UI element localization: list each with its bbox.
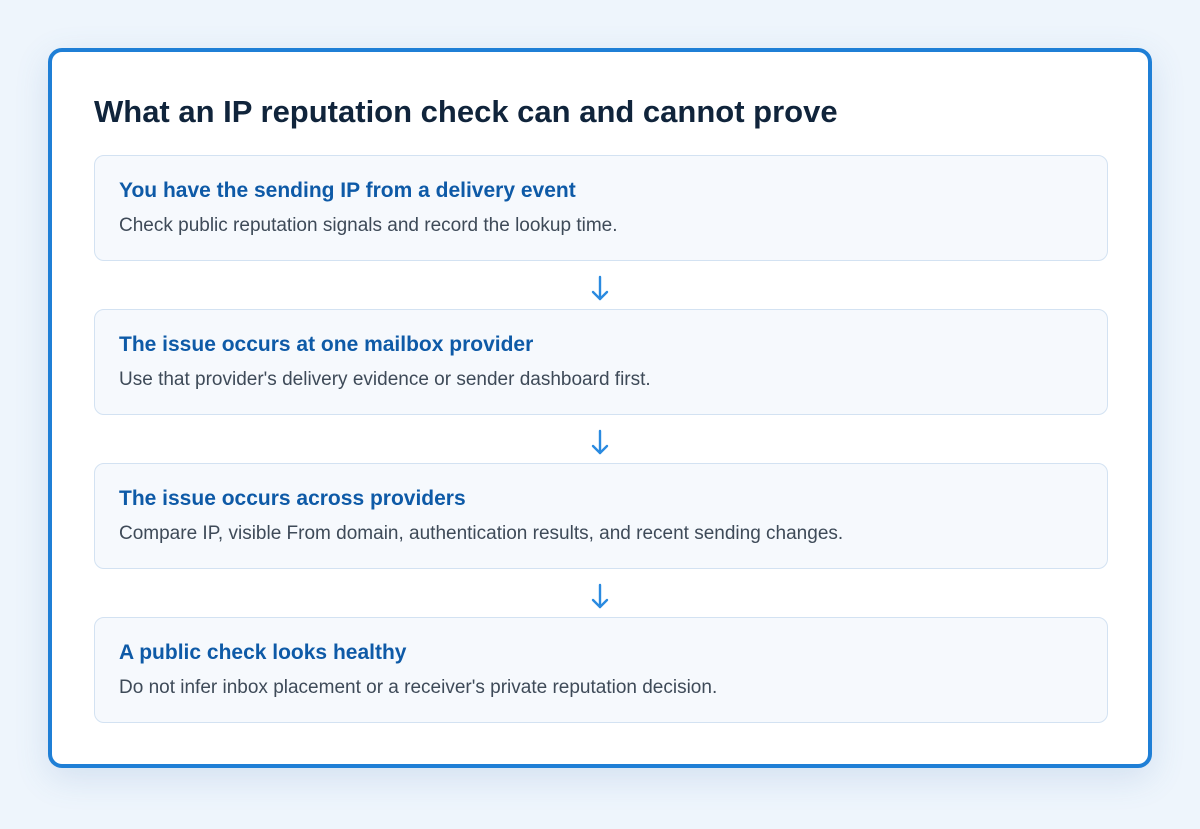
step-title: You have the sending IP from a delivery … (119, 179, 576, 202)
step-description: Do not infer inbox placement or a receiv… (119, 677, 718, 698)
flow-step-one-provider: The issue occurs at one mailbox provider… (94, 309, 1108, 415)
step-description: Use that provider's delivery evidence or… (119, 369, 651, 390)
down-arrow-icon (591, 429, 609, 455)
flow-step-public-check-healthy: A public check looks healthy Do not infe… (94, 617, 1108, 723)
step-description: Compare IP, visible From domain, authent… (119, 523, 844, 544)
step-title: The issue occurs at one mailbox provider (119, 333, 534, 356)
step-title: A public check looks healthy (119, 641, 407, 664)
down-arrow-icon (591, 583, 609, 609)
diagram-title: What an IP reputation check can and cann… (94, 94, 838, 129)
flow-step-sending-ip: You have the sending IP from a delivery … (94, 155, 1108, 261)
down-arrow-icon (591, 275, 609, 301)
step-description: Check public reputation signals and reco… (119, 215, 618, 236)
flow-card: What an IP reputation check can and cann… (48, 48, 1152, 768)
flow-step-across-providers: The issue occurs across providers Compar… (94, 463, 1108, 569)
step-title: The issue occurs across providers (119, 487, 466, 510)
